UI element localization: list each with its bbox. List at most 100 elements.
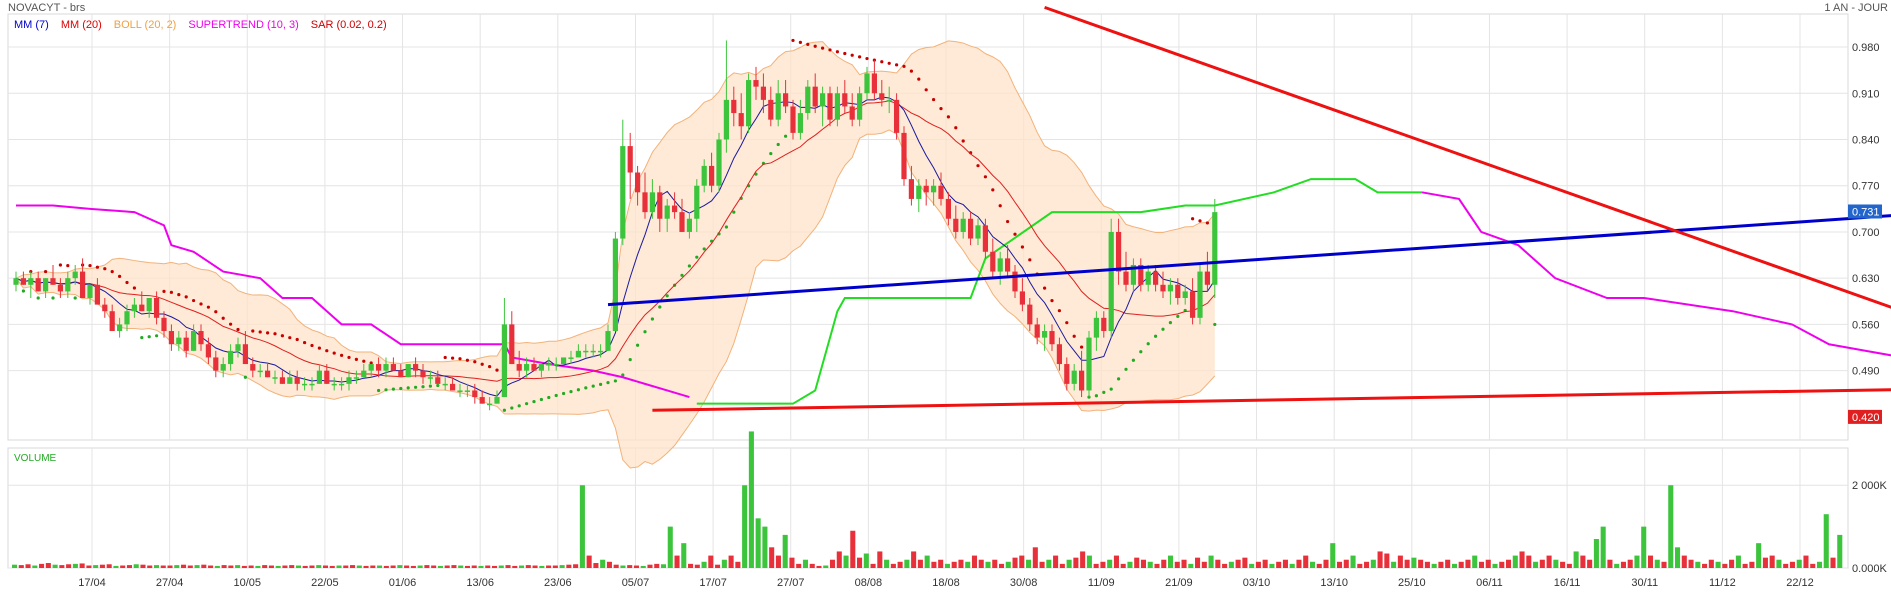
volume-bar [18, 565, 24, 568]
trendline-blue [607, 214, 1891, 307]
volume-bar [1485, 559, 1491, 568]
volume-bar [1418, 559, 1424, 568]
candle-body [427, 377, 433, 379]
volume-bar [1756, 543, 1762, 568]
sar-dot [798, 40, 803, 45]
candle [1160, 271, 1166, 298]
x-tick-label: 17/04 [78, 577, 106, 589]
candle [420, 364, 426, 384]
candle [938, 172, 944, 206]
candle [435, 370, 441, 384]
candle-body [649, 192, 655, 213]
sar-dot [495, 368, 499, 372]
sar-dot [147, 335, 151, 339]
sar-dot [784, 134, 788, 138]
volume-bar [329, 565, 335, 568]
sar-dot [547, 395, 551, 400]
volume-bar [1276, 561, 1282, 568]
candle-body [760, 86, 766, 100]
candle-body [57, 284, 63, 292]
candle-body [1056, 344, 1062, 365]
volume-bar [1140, 559, 1147, 568]
sar-dot [66, 264, 70, 268]
candle [413, 357, 419, 378]
volume-bar [890, 563, 896, 568]
candle-body [990, 251, 996, 272]
volume-bar [1377, 551, 1383, 568]
candle-body [109, 311, 115, 332]
volume-bar [627, 565, 633, 568]
volume-bar [437, 565, 443, 568]
volume-bar [431, 565, 437, 568]
sar-dot [1198, 219, 1202, 223]
sar-dot [1094, 394, 1098, 398]
volume-bar [606, 561, 612, 568]
volume-bar [1769, 555, 1775, 568]
candle-body [287, 377, 293, 384]
volume-bar [45, 563, 51, 568]
volume-bar [552, 565, 558, 568]
sar-dot [591, 384, 595, 388]
volume-bar [998, 563, 1005, 568]
sar-dot [1139, 350, 1143, 354]
candle [827, 86, 833, 127]
candle-body [568, 357, 574, 359]
volume-bar [715, 564, 721, 568]
candle [575, 344, 581, 358]
candle-body [642, 192, 648, 213]
candle [228, 344, 234, 371]
volume-bar [1546, 555, 1552, 568]
price-tag-level: 0.420 [1848, 409, 1882, 424]
sar-dot [872, 58, 877, 62]
candle-body [390, 364, 396, 371]
candle-body [1012, 271, 1018, 292]
volume-bar [1330, 543, 1336, 568]
sar-dot [1117, 377, 1121, 381]
candle [649, 179, 655, 219]
sar-dot [562, 391, 566, 396]
candle-body [117, 324, 123, 332]
volume-bar [316, 565, 322, 568]
candle [309, 377, 315, 391]
candle-body [797, 113, 803, 133]
volume-bar [1032, 547, 1038, 568]
volume-bar [1404, 559, 1410, 568]
sar-dot [902, 64, 906, 68]
sar-dot [998, 204, 1002, 208]
candle [390, 357, 396, 371]
volume-bar [1634, 555, 1640, 568]
sar-dot [480, 362, 484, 366]
volume-bar [823, 565, 829, 568]
sar-dot [428, 384, 432, 388]
candle-body [501, 324, 507, 398]
candle-body [80, 271, 86, 298]
sar-dot [1057, 309, 1061, 313]
candle [272, 370, 278, 384]
volume-bar [1505, 559, 1512, 568]
candle [672, 192, 678, 219]
candle-body [464, 390, 470, 392]
sar-dot [599, 382, 603, 386]
candle [694, 179, 700, 232]
volume-bar [816, 565, 822, 568]
candle [509, 311, 515, 365]
volume-bar [174, 565, 180, 568]
volume-bar [1533, 561, 1539, 568]
volume-bar [444, 565, 450, 568]
candle-body [1175, 284, 1181, 298]
volume-bar [1681, 555, 1687, 568]
candle-body [1093, 317, 1099, 338]
candle [1086, 331, 1092, 398]
volume-label: VOLUME [14, 453, 57, 464]
candle [524, 357, 530, 378]
candle [294, 370, 300, 391]
volume-bar [525, 565, 531, 568]
x-tick-label: 03/10 [1243, 577, 1271, 589]
sar-dot [584, 386, 588, 390]
volume-bar [1174, 561, 1180, 568]
volume-bar [755, 518, 761, 568]
candle-body [509, 324, 515, 365]
sar-dot [1191, 217, 1195, 221]
sar-dot [369, 361, 373, 365]
candle [479, 390, 485, 404]
